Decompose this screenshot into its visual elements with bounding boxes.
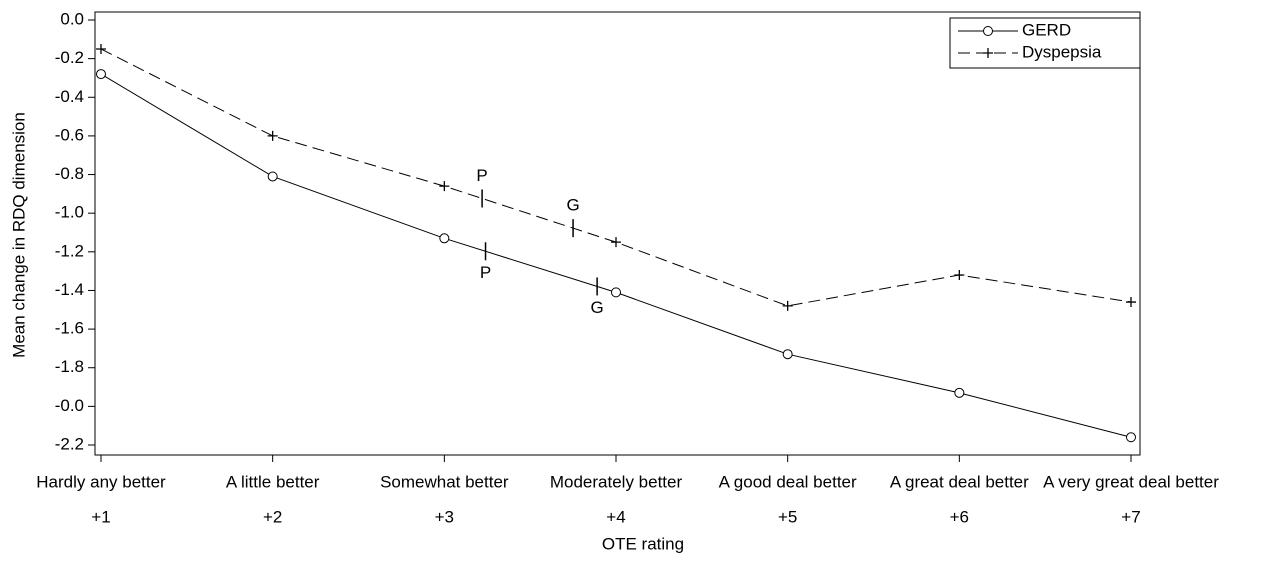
- y-tick-label: -1.0: [55, 203, 84, 222]
- x-tick-label: +6: [950, 507, 969, 526]
- annotation-label: G: [590, 298, 603, 317]
- marker: [611, 287, 621, 298]
- y-tick-label: 0.0: [60, 9, 84, 28]
- y-tick-label: -1.4: [55, 280, 84, 299]
- series-line: [100, 48, 1132, 307]
- marker: [954, 270, 965, 280]
- y-tick-label: -1.2: [55, 241, 84, 260]
- plot-frame: [94, 11, 1141, 456]
- y-tick-label: -0.6: [55, 125, 84, 144]
- y-tick-label: -1.8: [55, 357, 84, 376]
- x-category-label: Moderately better: [550, 472, 683, 491]
- marker: [954, 387, 965, 398]
- marker: [1126, 432, 1136, 443]
- marker: [782, 300, 793, 311]
- marker: [782, 349, 793, 360]
- x-tick-label: +7: [1121, 507, 1140, 526]
- x-category-label: A very great deal better: [1043, 472, 1219, 491]
- x-axis-label: OTE rating: [602, 534, 684, 553]
- annotation-label: P: [476, 166, 487, 185]
- x-tick-label: +2: [263, 507, 282, 526]
- marker: [439, 181, 450, 192]
- y-axis-label: Mean change in RDQ dimension: [9, 112, 28, 358]
- marker: [611, 237, 621, 248]
- x-tick-label: +5: [778, 507, 797, 526]
- y-tick-label: -0.0: [55, 396, 84, 415]
- y-tick-label: -1.6: [55, 319, 84, 338]
- legend-label: GERD: [1022, 20, 1071, 39]
- legend-marker: [983, 26, 993, 36]
- marker: [96, 43, 106, 54]
- x-category-label: A great deal better: [890, 472, 1029, 491]
- x-tick-label: +3: [435, 507, 454, 526]
- x-category-label: Somewhat better: [380, 472, 509, 491]
- x-tick-label: +4: [606, 507, 625, 526]
- y-tick-label: -0.4: [55, 87, 84, 106]
- y-tick-label: -2.2: [55, 434, 84, 453]
- x-tick-label: +1: [91, 507, 110, 526]
- x-category-label: A good deal better: [719, 472, 857, 491]
- x-category-label: A little better: [226, 472, 320, 491]
- legend-label: Dyspepsia: [1022, 42, 1102, 61]
- legend-box: [949, 17, 1141, 69]
- annotation-label: P: [480, 263, 491, 282]
- series-line: [100, 73, 1132, 438]
- marker: [439, 233, 450, 244]
- y-tick-label: -0.2: [55, 48, 84, 67]
- marker: [1126, 297, 1136, 308]
- x-category-label: Hardly any better: [36, 472, 166, 491]
- annotation-label: G: [566, 196, 579, 215]
- legend-marker: [983, 48, 993, 58]
- y-tick-label: -0.8: [55, 164, 84, 183]
- marker: [267, 130, 278, 141]
- marker: [267, 171, 278, 182]
- marker: [96, 69, 106, 80]
